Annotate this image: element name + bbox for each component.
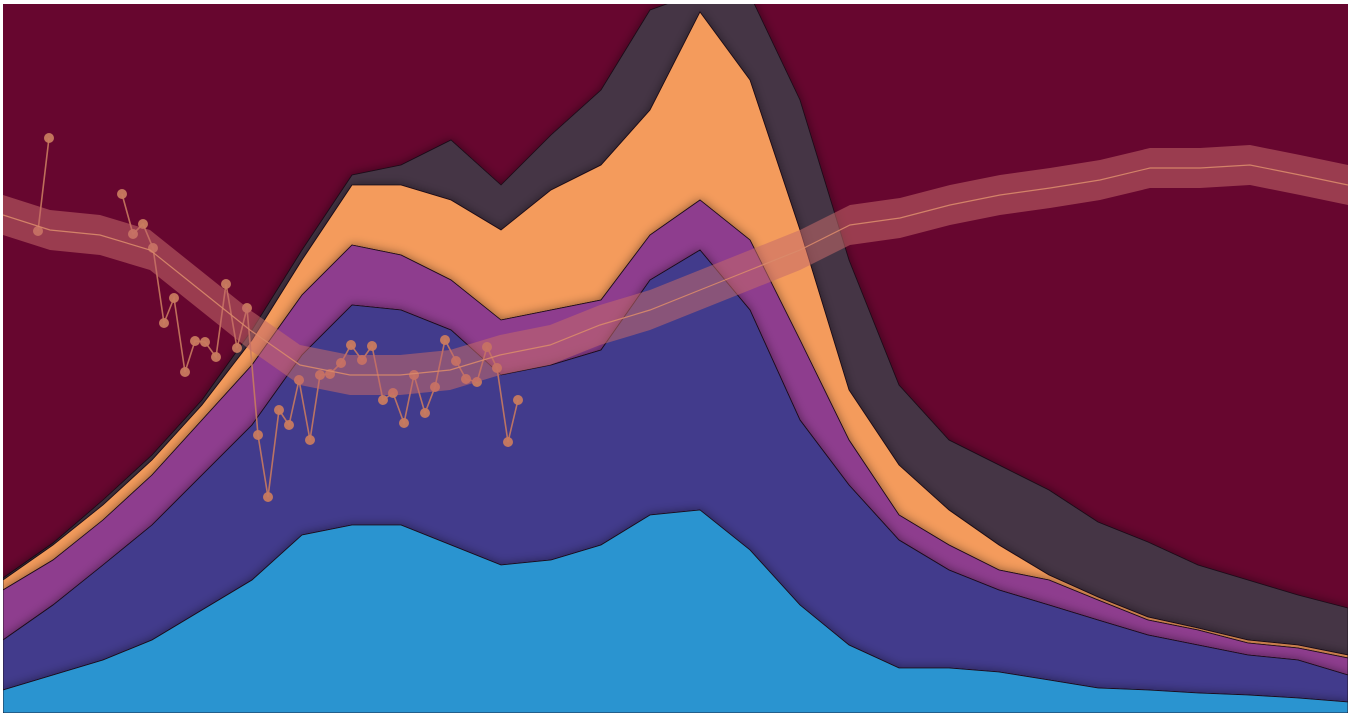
marker (378, 395, 388, 405)
line (3, 164, 1348, 376)
plot-area (3, 4, 1348, 713)
marker (367, 341, 377, 351)
marker (399, 418, 409, 428)
marker (253, 430, 263, 440)
marker (305, 435, 315, 445)
marker (117, 189, 127, 199)
marker (200, 337, 210, 347)
marker (346, 340, 356, 350)
marker (420, 408, 430, 418)
marker (274, 405, 284, 415)
marker (263, 492, 273, 502)
marker (284, 420, 294, 430)
marker (503, 437, 513, 447)
marker (440, 335, 450, 345)
marker (221, 279, 231, 289)
marker (169, 293, 179, 303)
area-layer (3, 509, 1348, 713)
marker (513, 395, 523, 405)
marker (211, 352, 221, 362)
marker (44, 133, 54, 143)
confidence-band (3, 145, 1348, 395)
marker (159, 318, 169, 328)
marker (190, 336, 200, 346)
marker (232, 343, 242, 353)
marker (138, 219, 148, 229)
marker (180, 367, 190, 377)
